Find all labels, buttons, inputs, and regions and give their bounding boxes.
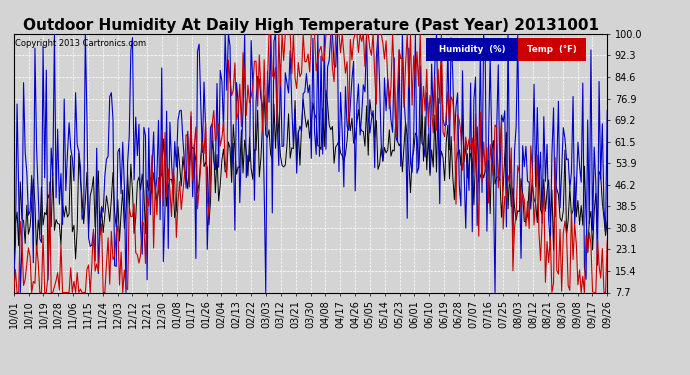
FancyBboxPatch shape [518, 38, 586, 61]
Text: Temp  (°F): Temp (°F) [527, 45, 578, 54]
FancyBboxPatch shape [426, 38, 518, 61]
Text: Humidity  (%): Humidity (%) [439, 45, 506, 54]
Title: Outdoor Humidity At Daily High Temperature (Past Year) 20131001: Outdoor Humidity At Daily High Temperatu… [23, 18, 598, 33]
Text: Copyright 2013 Cartronics.com: Copyright 2013 Cartronics.com [15, 39, 146, 48]
